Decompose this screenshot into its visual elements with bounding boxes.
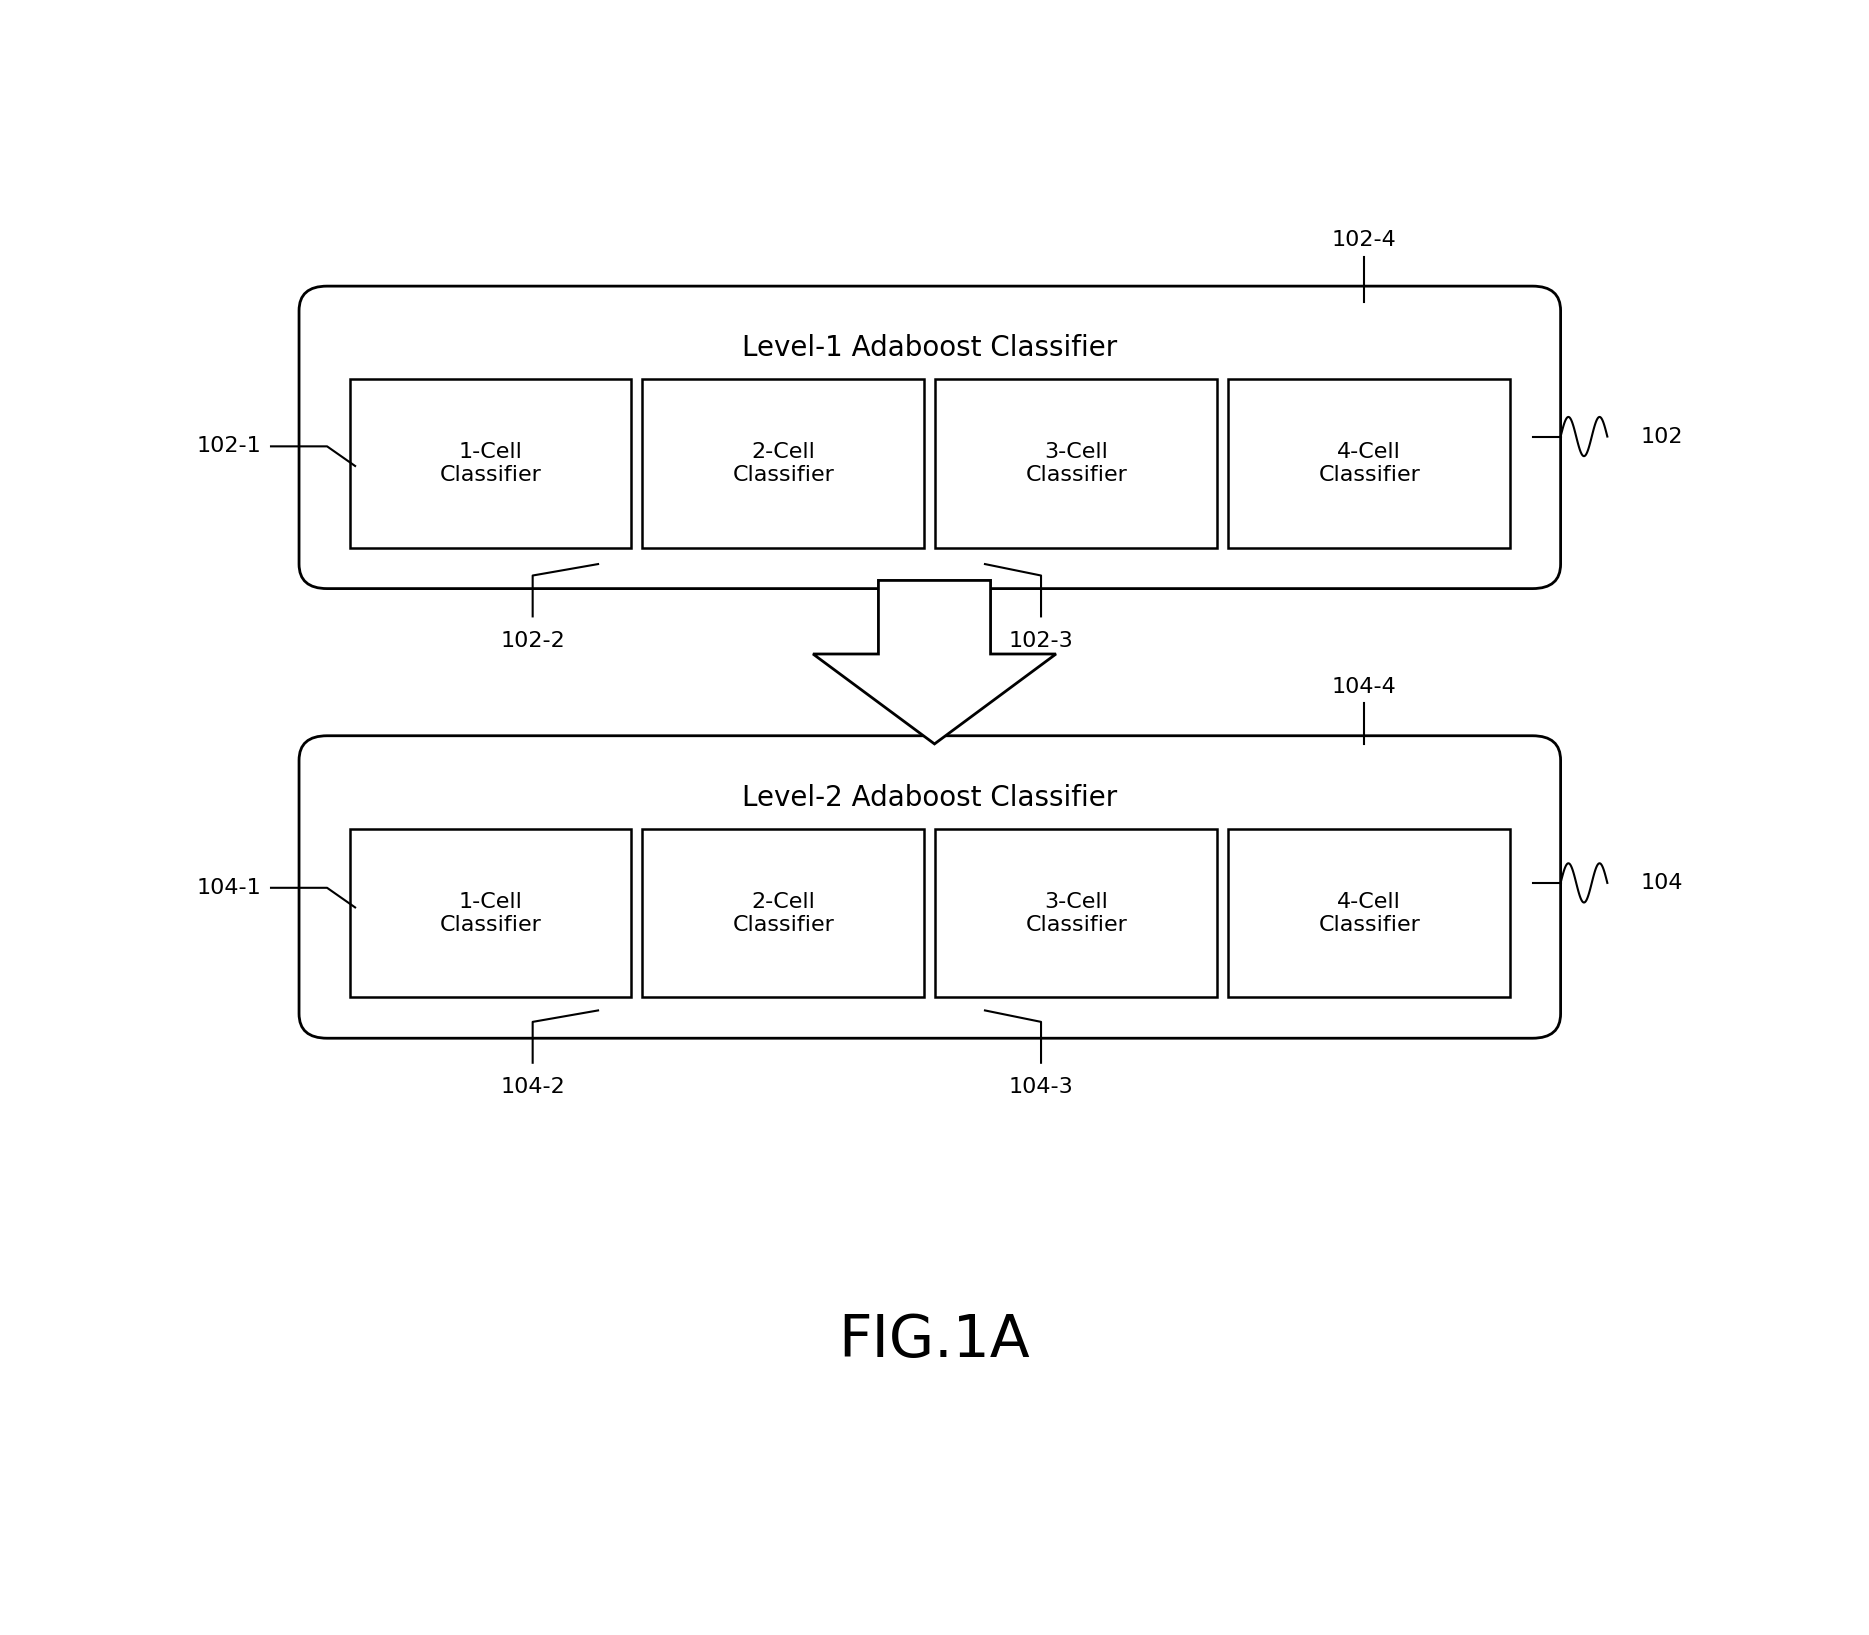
- Text: 102-1: 102-1: [196, 437, 262, 456]
- Text: 1-Cell
Classifier: 1-Cell Classifier: [439, 891, 542, 935]
- Text: 102-2: 102-2: [501, 631, 564, 651]
- Text: 1-Cell
Classifier: 1-Cell Classifier: [439, 441, 542, 486]
- Text: 3-Cell
Classifier: 3-Cell Classifier: [1026, 441, 1127, 486]
- Text: 102-4: 102-4: [1333, 231, 1396, 250]
- FancyBboxPatch shape: [299, 736, 1561, 1038]
- FancyBboxPatch shape: [1228, 379, 1510, 548]
- FancyBboxPatch shape: [643, 829, 925, 997]
- Text: 102: 102: [1641, 427, 1684, 446]
- FancyBboxPatch shape: [1228, 829, 1510, 997]
- Text: 3-Cell
Classifier: 3-Cell Classifier: [1026, 891, 1127, 935]
- FancyBboxPatch shape: [643, 379, 925, 548]
- Text: 102-3: 102-3: [1009, 631, 1073, 651]
- FancyBboxPatch shape: [934, 829, 1217, 997]
- Text: Level-1 Adaboost Classifier: Level-1 Adaboost Classifier: [742, 335, 1118, 363]
- Text: 2-Cell
Classifier: 2-Cell Classifier: [733, 441, 834, 486]
- Text: Level-2 Adaboost Classifier: Level-2 Adaboost Classifier: [742, 785, 1118, 813]
- Polygon shape: [813, 580, 1056, 744]
- Text: 104-1: 104-1: [196, 878, 262, 898]
- Text: 104: 104: [1641, 873, 1684, 893]
- Text: FIG.1A: FIG.1A: [839, 1313, 1030, 1368]
- Text: 4-Cell
Classifier: 4-Cell Classifier: [1318, 891, 1420, 935]
- Text: 4-Cell
Classifier: 4-Cell Classifier: [1318, 441, 1420, 486]
- Text: 104-4: 104-4: [1333, 677, 1396, 697]
- FancyBboxPatch shape: [350, 829, 632, 997]
- FancyBboxPatch shape: [934, 379, 1217, 548]
- Text: 2-Cell
Classifier: 2-Cell Classifier: [733, 891, 834, 935]
- FancyBboxPatch shape: [350, 379, 632, 548]
- Text: 104-3: 104-3: [1009, 1077, 1073, 1097]
- FancyBboxPatch shape: [299, 286, 1561, 589]
- Text: 104-2: 104-2: [501, 1077, 564, 1097]
